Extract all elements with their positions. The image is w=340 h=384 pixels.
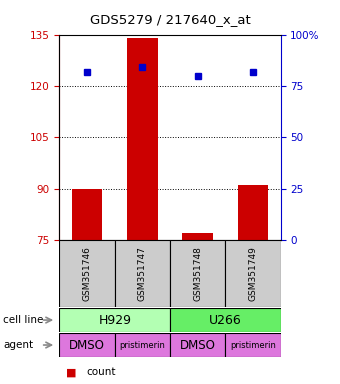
Text: H929: H929 [98,314,131,326]
Bar [59,240,115,307]
Bar [59,333,115,357]
Text: pristimerin: pristimerin [119,341,165,349]
Text: GSM351749: GSM351749 [249,246,257,301]
Bar [115,333,170,357]
Bar [127,38,157,240]
Text: GSM351746: GSM351746 [83,246,91,301]
Bar [183,233,213,240]
Text: GDS5279 / 217640_x_at: GDS5279 / 217640_x_at [90,13,250,26]
Text: ■: ■ [66,367,77,377]
Text: GSM351747: GSM351747 [138,246,147,301]
Bar [170,333,225,357]
Text: pristimerin: pristimerin [230,341,276,349]
Text: count: count [87,367,116,377]
Bar [238,185,268,240]
Bar [170,308,280,332]
Bar [225,333,280,357]
Text: DMSO: DMSO [180,339,216,351]
Bar [59,308,170,332]
Text: U266: U266 [209,314,242,326]
Text: cell line: cell line [3,315,44,325]
Bar [170,240,225,307]
Text: GSM351748: GSM351748 [193,246,202,301]
Text: DMSO: DMSO [69,339,105,351]
Bar [72,189,102,240]
Bar [225,240,280,307]
Text: agent: agent [3,340,34,350]
Bar [115,240,170,307]
